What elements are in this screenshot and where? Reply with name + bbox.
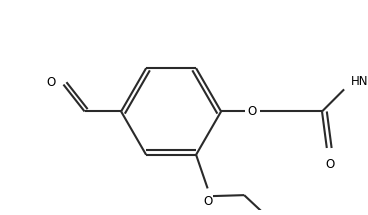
Text: O: O [46, 76, 56, 89]
Text: O: O [203, 195, 212, 208]
Text: O: O [325, 158, 334, 171]
Text: HN: HN [351, 75, 368, 88]
Text: O: O [247, 105, 256, 118]
